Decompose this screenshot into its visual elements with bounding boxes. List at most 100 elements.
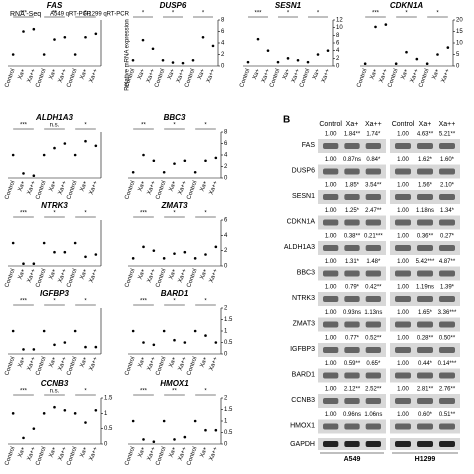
x-tick-label: Xa++ — [146, 68, 157, 84]
quantification: 1.00 — [397, 310, 409, 316]
quantification: 1.00 — [325, 361, 337, 367]
quantification: 1.00 — [325, 285, 337, 291]
x-tick-label: Xa++ — [178, 180, 189, 196]
y-tick-label: 6 — [336, 41, 340, 47]
data-point — [22, 348, 25, 351]
y-tick-label: 0 — [456, 64, 460, 70]
x-tick-label: Control — [35, 356, 47, 376]
x-tick-label: Control — [155, 180, 167, 200]
x-tick-label: Xa+ — [49, 446, 59, 459]
significance: *** — [20, 299, 28, 305]
y-tick-label: 1.5 — [224, 407, 233, 413]
gene-name: DUSP6 — [160, 1, 187, 10]
band — [395, 143, 411, 149]
x-tick-label: Control — [155, 356, 167, 376]
data-point — [142, 341, 145, 344]
significance: * — [84, 299, 87, 305]
band — [344, 219, 360, 226]
band — [439, 423, 455, 430]
column-header: Xa++ — [439, 121, 456, 128]
data-point — [11, 329, 15, 333]
band — [323, 423, 339, 430]
x-tick-label: Control — [124, 446, 136, 466]
y-tick-label: 0 — [104, 442, 108, 448]
y-tick-label: 8 — [221, 18, 225, 24]
x-tick-label: Xa++ — [27, 268, 38, 284]
band — [395, 296, 411, 302]
quantification: 1.74* — [366, 132, 381, 138]
x-tick-label: Xa++ — [27, 180, 38, 196]
y-tick-label: 0 — [224, 176, 228, 182]
band — [417, 372, 433, 379]
band — [439, 321, 455, 328]
data-point — [73, 329, 77, 333]
data-point — [193, 257, 197, 260]
gene-name: GAPDH — [290, 441, 315, 448]
quantification: 1.00 — [325, 208, 337, 214]
significance: * — [202, 11, 205, 17]
quantification: 0.38** — [344, 234, 361, 240]
data-point — [32, 262, 36, 266]
x-tick-label: Control — [124, 180, 136, 200]
x-tick-label: Xa++ — [147, 446, 158, 462]
x-tick-label: Xa++ — [27, 68, 38, 84]
data-point — [42, 53, 46, 56]
quantification: 1.84** — [344, 132, 361, 138]
band — [344, 270, 360, 277]
band — [365, 168, 381, 175]
x-tick-label: Control — [4, 446, 16, 466]
x-tick-label: Control — [186, 268, 198, 288]
quantification: 3.36*** — [438, 310, 457, 316]
quantification: 2.10* — [440, 183, 455, 189]
y-tick-label: 5 — [456, 52, 460, 58]
band — [323, 168, 339, 175]
data-point — [94, 345, 98, 349]
data-point — [214, 156, 218, 160]
gene-name: SESN1 — [275, 1, 302, 10]
band — [395, 347, 411, 353]
header: A549 qRT-PCR — [50, 12, 92, 18]
gene-name: CDKN1A — [390, 1, 424, 10]
gene-name: ZMAT3 — [293, 320, 316, 327]
data-point — [183, 250, 187, 254]
data-point — [316, 53, 320, 56]
band — [395, 321, 411, 328]
band — [344, 398, 360, 404]
significance: * — [287, 11, 290, 17]
data-point — [11, 153, 15, 157]
quantification: 0.84* — [366, 157, 381, 163]
x-tick-label: Xa++ — [261, 68, 272, 84]
y-tick-label: 0 — [224, 264, 228, 270]
quantification: 0.96ns — [343, 412, 361, 418]
data-point — [53, 38, 56, 41]
quantification: 1.48* — [366, 259, 381, 265]
data-point — [131, 58, 135, 62]
band — [365, 270, 381, 277]
quantification: 2.76** — [439, 387, 456, 393]
data-point — [63, 341, 67, 344]
data-point — [436, 53, 439, 56]
y-tick-label: 0.5 — [224, 430, 233, 436]
y-tick-label: 1.5 — [224, 317, 233, 323]
significance: ** — [141, 123, 146, 129]
y-tick-label: 0 — [221, 64, 225, 70]
x-tick-label: Xa++ — [89, 180, 100, 196]
data-point — [256, 37, 260, 41]
data-point — [296, 58, 300, 62]
band — [439, 245, 455, 251]
y-tick-label: 15 — [456, 29, 463, 35]
quantification: 1.00 — [325, 234, 337, 240]
quantification: 2.12** — [344, 387, 361, 393]
x-tick-label: Xa+ — [282, 68, 292, 81]
x-tick-label: Xa+ — [169, 446, 179, 459]
data-point — [306, 60, 310, 64]
data-point — [183, 435, 187, 439]
x-tick-label: Control — [35, 68, 47, 88]
gene-name: HMOX1 — [160, 379, 189, 388]
gene-name: ZMAT3 — [160, 201, 188, 210]
data-point — [94, 144, 98, 148]
x-tick-label: Xa++ — [178, 446, 189, 462]
data-point — [204, 159, 207, 163]
band — [344, 245, 360, 251]
x-tick-label: Xa++ — [27, 356, 38, 372]
